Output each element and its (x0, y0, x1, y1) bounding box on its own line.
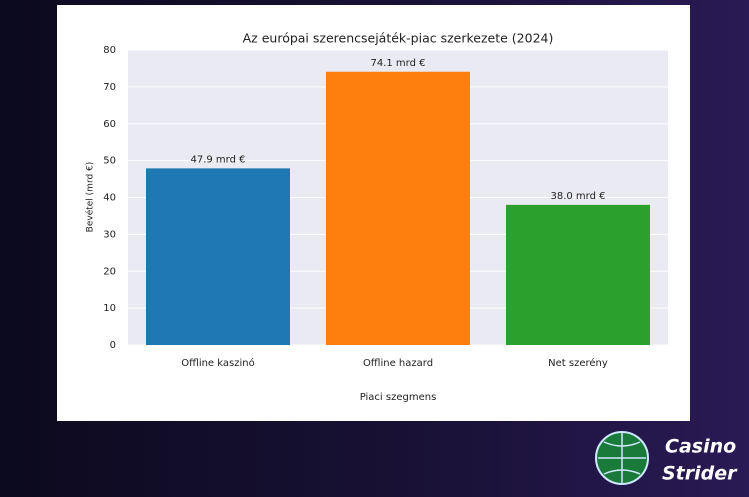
y-tick-label: 70 (103, 82, 116, 93)
y-axis-label: Bevétel (mrd €) (85, 162, 96, 233)
y-tick-label: 40 (103, 193, 116, 204)
chart-title: Az európai szerencsejáték-piac szerkezet… (243, 31, 554, 46)
y-tick-label: 60 (103, 119, 116, 130)
x-tick-label: Net szerény (548, 357, 608, 369)
x-tick-label: Offline hazard (363, 358, 433, 369)
y-tick-label: 20 (103, 266, 116, 277)
y-tick-label: 0 (110, 340, 116, 351)
bar (326, 71, 470, 345)
y-tick-label: 50 (103, 156, 116, 167)
x-axis-label: Piaci szegmens (360, 392, 437, 403)
value-label: 47.9 mrd € (190, 154, 245, 165)
logo-text: Strider (662, 463, 738, 485)
value-label: 38.0 mrd € (550, 191, 605, 202)
logo-meridians (598, 432, 646, 484)
y-tick-label: 30 (103, 229, 116, 240)
value-label: 74.1 mrd € (370, 58, 425, 69)
bar (506, 204, 650, 345)
y-tick-label: 10 (103, 303, 116, 314)
bar (146, 168, 290, 345)
logo-text: Casino (665, 436, 736, 458)
y-tick-label: 80 (103, 45, 116, 56)
logo: Casino Strider (595, 431, 738, 485)
x-tick-label: Offline kaszinó (181, 357, 254, 369)
